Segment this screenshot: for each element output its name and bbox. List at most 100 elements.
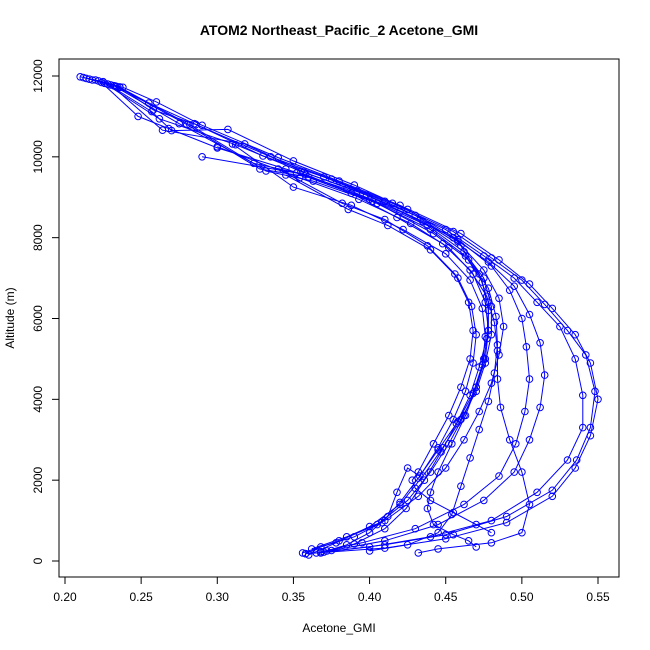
data-point xyxy=(481,298,490,307)
data-point xyxy=(481,332,490,341)
data-point xyxy=(472,520,481,529)
data-point xyxy=(167,126,176,135)
data-point xyxy=(475,425,484,434)
profile-series xyxy=(106,81,493,557)
profile-series xyxy=(282,171,481,555)
data-point xyxy=(525,280,534,288)
data-point xyxy=(493,375,502,383)
y-tick-label: 0 xyxy=(31,557,45,564)
data-point xyxy=(556,322,564,331)
profile-series xyxy=(88,76,534,556)
x-tick-label: 0.25 xyxy=(129,590,153,604)
profile-line xyxy=(80,76,584,554)
data-point xyxy=(472,543,481,551)
data-point xyxy=(355,195,363,204)
data-point xyxy=(441,250,450,258)
data-point xyxy=(464,537,473,545)
data-point xyxy=(563,326,572,335)
data-point xyxy=(525,500,534,509)
data-point xyxy=(423,242,432,250)
data-point xyxy=(499,322,508,331)
data-point xyxy=(572,456,581,464)
data-point xyxy=(317,543,325,551)
data-point xyxy=(469,326,477,335)
data-point xyxy=(505,286,514,295)
data-point xyxy=(563,456,572,464)
data-point xyxy=(478,304,487,313)
data-point xyxy=(350,181,359,189)
data-point xyxy=(586,359,595,367)
profile-line xyxy=(119,86,499,552)
data-point xyxy=(466,454,474,462)
data-point xyxy=(469,270,477,278)
data-point xyxy=(478,361,487,369)
profile-series xyxy=(109,81,496,559)
x-tick-label: 0.50 xyxy=(510,590,534,604)
data-point xyxy=(85,75,94,83)
data-point xyxy=(579,391,587,400)
data-point xyxy=(548,304,557,313)
data-point xyxy=(434,528,442,537)
data-point xyxy=(487,539,496,547)
profile-series xyxy=(274,165,496,537)
data-point xyxy=(464,256,473,264)
profile-series xyxy=(116,83,502,555)
data-point xyxy=(289,157,298,165)
data-point xyxy=(540,371,549,379)
data-point xyxy=(403,464,412,472)
data-point xyxy=(533,488,541,497)
data-point xyxy=(411,211,420,220)
data-point xyxy=(414,492,423,501)
profile-series xyxy=(113,82,493,557)
data-point xyxy=(571,330,580,339)
data-point xyxy=(414,549,423,557)
x-tick-label: 0.35 xyxy=(282,590,306,604)
data-point xyxy=(512,440,520,448)
profile-line xyxy=(83,77,596,553)
data-point xyxy=(510,282,519,291)
y-tick-label: 8000 xyxy=(31,224,45,251)
x-tick-label: 0.55 xyxy=(586,590,610,604)
data-point xyxy=(533,298,541,307)
profile-line xyxy=(89,78,546,551)
data-point xyxy=(396,498,404,507)
data-point xyxy=(548,486,557,495)
data-point xyxy=(426,468,435,476)
y-tick-label: 4000 xyxy=(31,386,45,413)
x-tick-label: 0.40 xyxy=(358,590,382,604)
data-point xyxy=(186,121,194,129)
data-point xyxy=(487,262,496,270)
data-point xyxy=(536,339,544,347)
data-point xyxy=(460,500,468,509)
data-point xyxy=(198,153,206,161)
data-point xyxy=(224,125,232,134)
y-axis: 0 2000 4000 6000 8000 10000 12000 xyxy=(31,59,60,564)
data-point xyxy=(449,530,458,539)
data-point xyxy=(548,492,557,501)
data-point xyxy=(441,530,450,539)
data-point xyxy=(502,512,511,521)
data-point xyxy=(381,215,389,224)
data-point xyxy=(434,468,442,476)
profile-line xyxy=(113,85,492,556)
profile-line xyxy=(217,146,489,548)
data-point xyxy=(451,270,459,278)
data-point xyxy=(393,488,401,497)
profile-line xyxy=(104,82,505,550)
data-point xyxy=(350,533,359,541)
data-point xyxy=(457,229,465,238)
data-point xyxy=(484,397,493,406)
data-point xyxy=(493,347,502,355)
data-point xyxy=(384,512,392,521)
data-point xyxy=(594,395,602,404)
data-point xyxy=(487,516,496,525)
profile-series xyxy=(85,75,549,555)
data-point xyxy=(358,539,366,547)
data-point xyxy=(116,83,124,92)
profile-line xyxy=(86,77,599,555)
data-point xyxy=(403,541,412,549)
x-tick-label: 0.30 xyxy=(206,590,230,604)
data-point xyxy=(213,142,222,151)
data-point xyxy=(449,508,458,517)
